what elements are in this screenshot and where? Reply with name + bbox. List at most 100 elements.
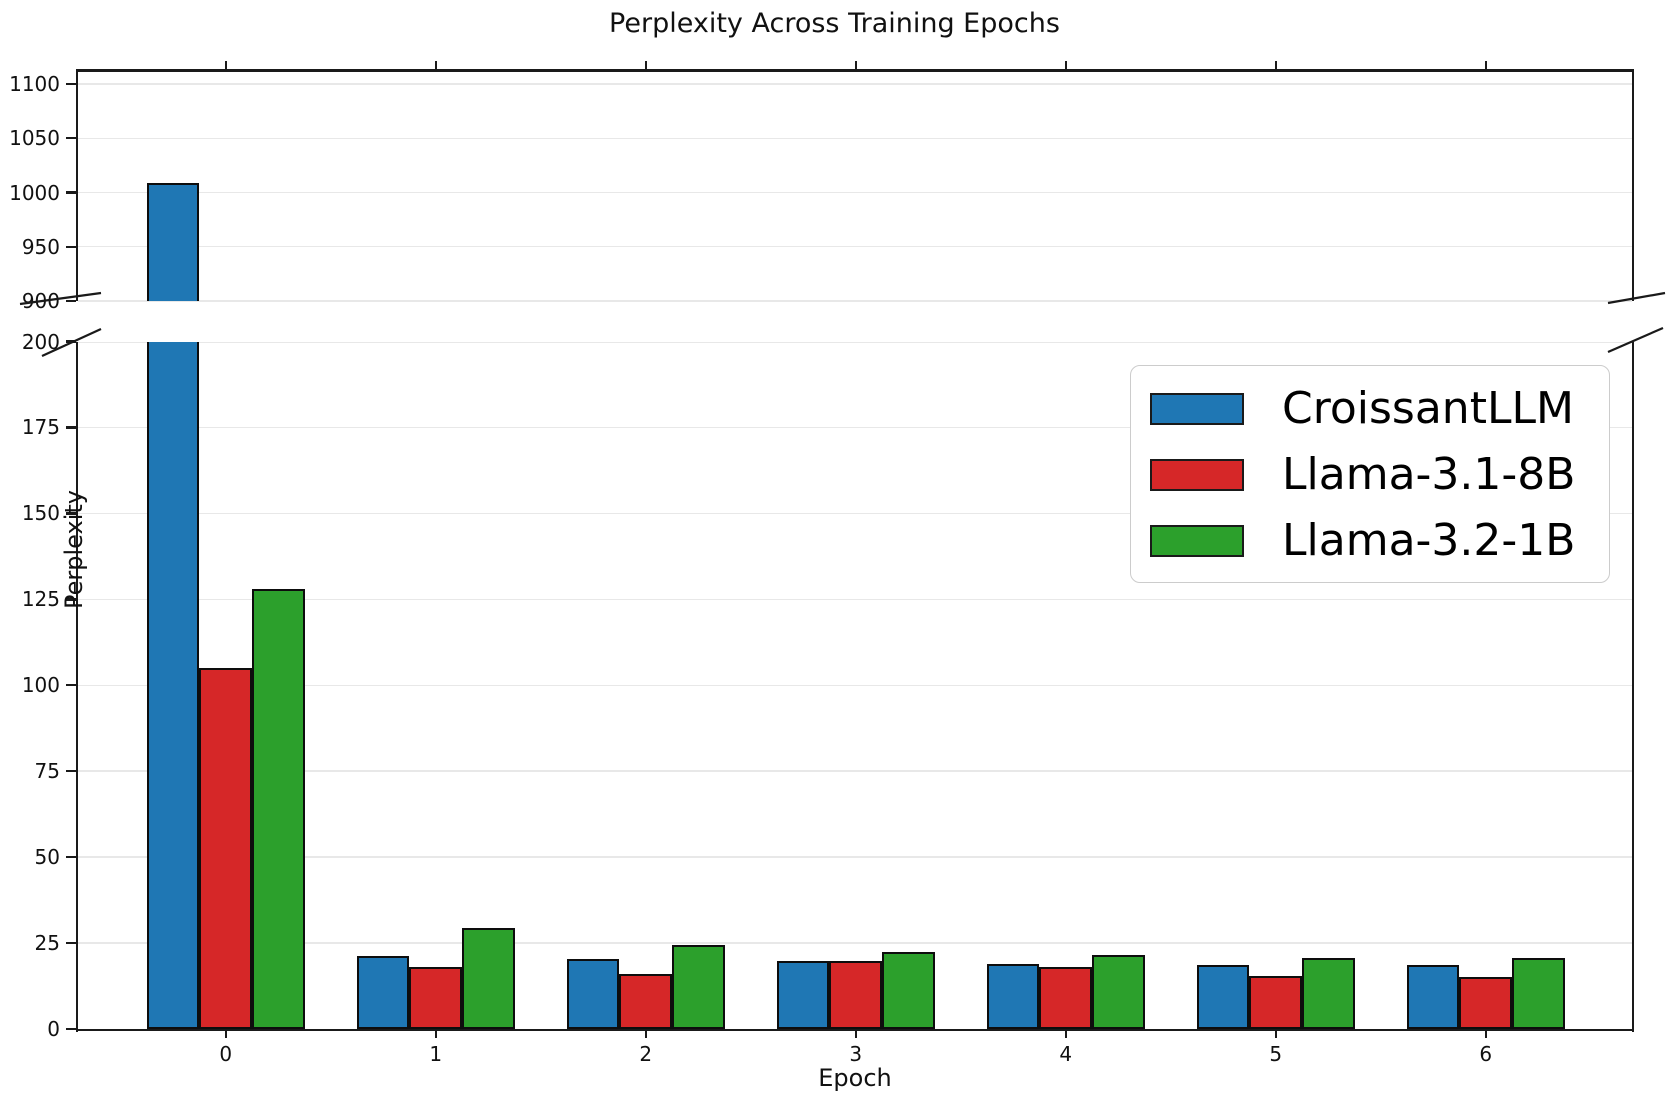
y-tick-label-lower-100: 100 (21, 673, 60, 698)
x-axis-baseline (75, 1029, 1635, 1032)
upper-axis-panel (77, 71, 1633, 302)
x-axis-label: Epoch (818, 1064, 892, 1092)
gridline-lower-125 (78, 598, 1632, 600)
x-tick-top-4 (1064, 61, 1067, 70)
gridline-upper-950 (78, 246, 1632, 248)
legend-label-llama-3-2-1b: Llama-3.2-1B (1282, 515, 1576, 566)
y-tick-lower-50 (66, 855, 76, 859)
x-tick-label-3: 3 (849, 1042, 863, 1066)
y-tick-lower-100 (66, 684, 76, 687)
upper-left-spine (75, 69, 78, 302)
y-tick-lower-75 (66, 769, 76, 773)
y-tick-lower-200 (66, 340, 76, 343)
bar-Llama-3.2-1B-epoch-3 (882, 952, 935, 1029)
y-tick-label-lower-50: 50 (34, 845, 60, 870)
lower-left-spine (75, 341, 78, 1032)
y-tick-upper-1050 (66, 137, 76, 140)
y-tick-label-lower-25: 25 (34, 931, 60, 956)
y-tick-label-lower-150: 150 (21, 501, 60, 526)
bar-CroissantLLM-epoch-5 (1196, 965, 1250, 1029)
bar-Llama-3.2-1B-epoch-5 (1302, 958, 1355, 1029)
y-tick-upper-1000 (66, 191, 76, 194)
chart-title: Perplexity Across Training Epochs (609, 8, 1060, 39)
y-tick-lower-0 (66, 1027, 76, 1031)
gridline-lower-175 (78, 426, 1632, 429)
y-tick-label-upper-1100: 1100 (9, 72, 60, 97)
gridline-upper-900 (78, 300, 1632, 302)
gridline-lower-25 (78, 942, 1632, 944)
y-tick-label-upper-1000: 1000 (9, 180, 60, 205)
x-tick-bottom-3 (854, 1031, 857, 1039)
legend-item-llama-3-2-1b: Llama-3.2-1B (1150, 508, 1609, 574)
x-tick-bottom-2 (644, 1031, 647, 1039)
bar-Llama-3.2-1B-epoch-0 (252, 589, 305, 1029)
x-tick-bottom-4 (1064, 1031, 1067, 1039)
bar-CroissantLLM-epoch-4 (986, 963, 1040, 1029)
legend-item-croissantllm: CroissantLLM (1150, 376, 1609, 442)
bar-Llama-3.2-1B-epoch-2 (672, 945, 725, 1029)
bar-Llama-3.2-1B-epoch-4 (1092, 954, 1145, 1029)
y-tick-label-upper-900: 900 (21, 289, 60, 313)
gridline-lower-150 (78, 512, 1632, 515)
y-tick-lower-25 (66, 941, 76, 945)
y-tick-label-lower-0: 0 (47, 1017, 60, 1041)
y-tick-label-upper-1050: 1050 (9, 126, 60, 151)
bar-Llama-3.2-1B-epoch-6 (1512, 957, 1565, 1029)
y-tick-label-upper-950: 950 (21, 234, 60, 259)
lower-axis-panel (77, 341, 1633, 1029)
x-tick-top-3 (854, 61, 857, 70)
gridline-lower-200 (78, 341, 1632, 343)
y-tick-lower-150 (66, 512, 76, 515)
lower-right-spine (1631, 341, 1635, 1032)
legend-label-llama-3-1-8b: Llama-3.1-8B (1282, 449, 1576, 500)
y-tick-label-lower-75: 75 (34, 759, 60, 784)
x-tick-bottom-0 (224, 1031, 227, 1039)
bar-Llama-3.1-8B-epoch-4 (1039, 967, 1092, 1029)
bar-CroissantLLM-epoch-3 (776, 961, 830, 1029)
legend-swatch-croissantllm (1150, 393, 1244, 425)
bar-Llama-3.2-1B-epoch-1 (462, 927, 515, 1029)
bar-Llama-3.1-8B-epoch-0 (199, 668, 252, 1029)
x-tick-top-5 (1274, 61, 1277, 70)
gridline-upper-1050 (78, 137, 1632, 139)
bar-Llama-3.1-8B-epoch-3 (829, 960, 882, 1029)
x-tick-label-1: 1 (429, 1042, 443, 1066)
legend-swatch-llama-3-2-1b (1150, 525, 1244, 557)
x-tick-bottom-6 (1484, 1031, 1487, 1039)
x-tick-bottom-1 (434, 1031, 437, 1039)
bar-Llama-3.1-8B-epoch-6 (1459, 976, 1512, 1029)
y-tick-label-lower-125: 125 (21, 587, 60, 612)
x-tick-label-6: 6 (1479, 1042, 1493, 1066)
x-tick-top-0 (224, 61, 227, 70)
y-axis-label: Perplexity (60, 490, 88, 609)
gridline-lower-50 (78, 856, 1632, 858)
bar-CroissantLLM-epoch-1 (356, 955, 410, 1029)
gridline-lower-100 (78, 684, 1632, 686)
y-tick-lower-125 (66, 598, 76, 601)
x-tick-top-2 (644, 61, 647, 70)
x-tick-bottom-5 (1274, 1031, 1277, 1039)
bar-Llama-3.1-8B-epoch-2 (619, 973, 672, 1029)
y-tick-label-lower-200: 200 (21, 329, 60, 354)
x-tick-label-5: 5 (1269, 1042, 1283, 1066)
legend: CroissantLLM Llama-3.1-8B Llama-3.2-1B (1130, 365, 1610, 583)
legend-swatch-llama-3-1-8b (1150, 459, 1244, 491)
gridline-lower-75 (78, 770, 1632, 772)
x-tick-top-6 (1484, 61, 1487, 70)
bar-CroissantLLM-epoch-2 (566, 959, 620, 1029)
x-tick-label-4: 4 (1059, 1042, 1073, 1066)
bar-upper-CroissantLLM-epoch-0 (146, 182, 200, 301)
y-tick-lower-175 (66, 426, 76, 429)
upper-right-spine (1631, 69, 1635, 302)
x-tick-label-0: 0 (219, 1042, 233, 1066)
y-tick-label-lower-175: 175 (21, 415, 60, 440)
bar-CroissantLLM-epoch-6 (1406, 965, 1460, 1029)
legend-label-croissantllm: CroissantLLM (1282, 383, 1574, 434)
y-tick-upper-1100 (66, 82, 76, 86)
bar-CroissantLLM-epoch-0 (146, 341, 200, 1029)
y-tick-upper-900 (66, 299, 76, 303)
x-tick-top-1 (434, 61, 437, 70)
x-tick-label-2: 2 (639, 1042, 653, 1066)
bar-Llama-3.1-8B-epoch-5 (1249, 976, 1302, 1029)
